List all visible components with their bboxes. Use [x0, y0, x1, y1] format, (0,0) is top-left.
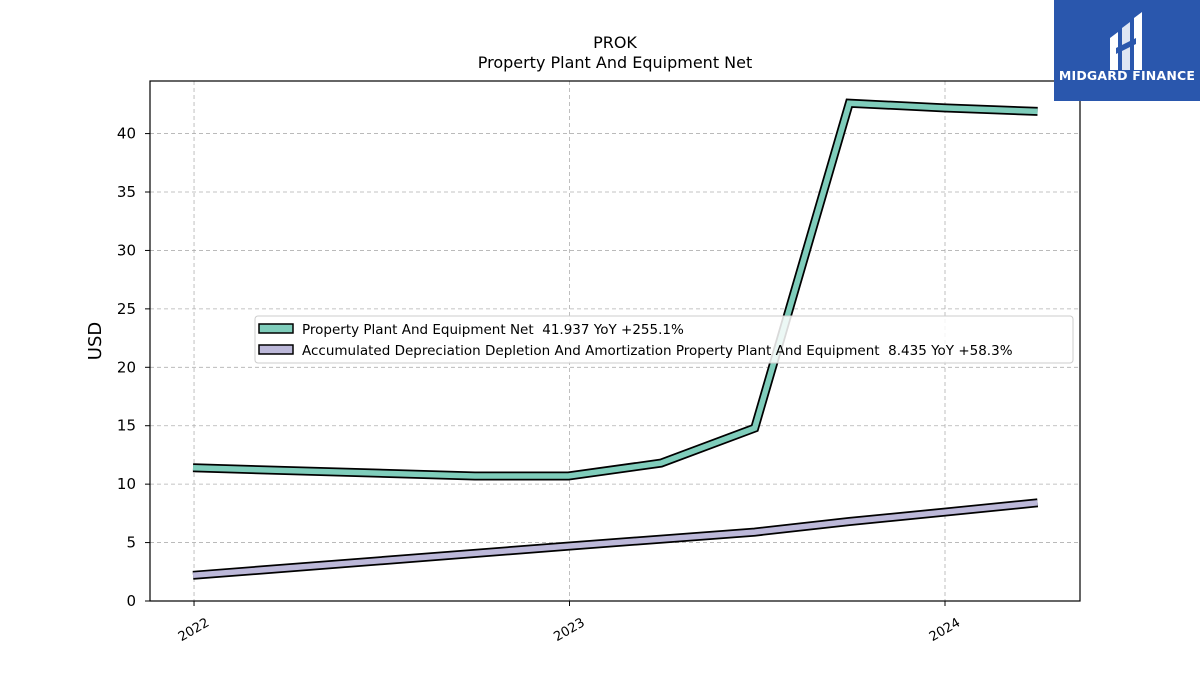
y-tick-label: 40	[117, 125, 136, 143]
y-tick-label: 35	[117, 183, 136, 201]
legend-swatch-2	[258, 344, 294, 355]
y-axis-label: USD	[85, 322, 106, 360]
y-tick-label: 15	[117, 417, 136, 435]
x-tick-label: 2023	[551, 615, 587, 645]
series-line-2	[192, 500, 1038, 579]
x-tick-label: 2022	[176, 615, 212, 645]
series-outline-1	[192, 98, 1038, 481]
y-tick-label: 0	[126, 592, 136, 610]
legend-box	[254, 315, 1074, 364]
y-tick-label: 25	[117, 300, 136, 318]
series-layer	[192, 98, 1039, 580]
legend-label-2: Accumulated Depreciation Depletion And A…	[302, 343, 1013, 359]
series-line-1	[192, 100, 1038, 479]
logo: MIDGARD FINANCE	[1054, 0, 1200, 101]
plot-frame	[149, 80, 1081, 602]
x-tick-label: 2024	[927, 615, 963, 645]
legend-swatch-1	[258, 323, 294, 334]
legend-label-1: Property Plant And Equipment Net 41.937 …	[302, 322, 684, 338]
y-tick-label: 5	[126, 534, 136, 552]
logo-text: MIDGARD FINANCE	[1058, 68, 1196, 83]
y-tick-label: 20	[117, 358, 136, 376]
chart-title: PROK	[593, 33, 637, 52]
y-tick-label: 30	[117, 241, 136, 259]
logo-mark-icon	[1110, 12, 1142, 70]
chart-subtitle: Property Plant And Equipment Net	[478, 53, 753, 72]
y-tick-label: 10	[117, 475, 136, 493]
legend: Property Plant And Equipment Net 41.937 …	[254, 315, 1074, 364]
